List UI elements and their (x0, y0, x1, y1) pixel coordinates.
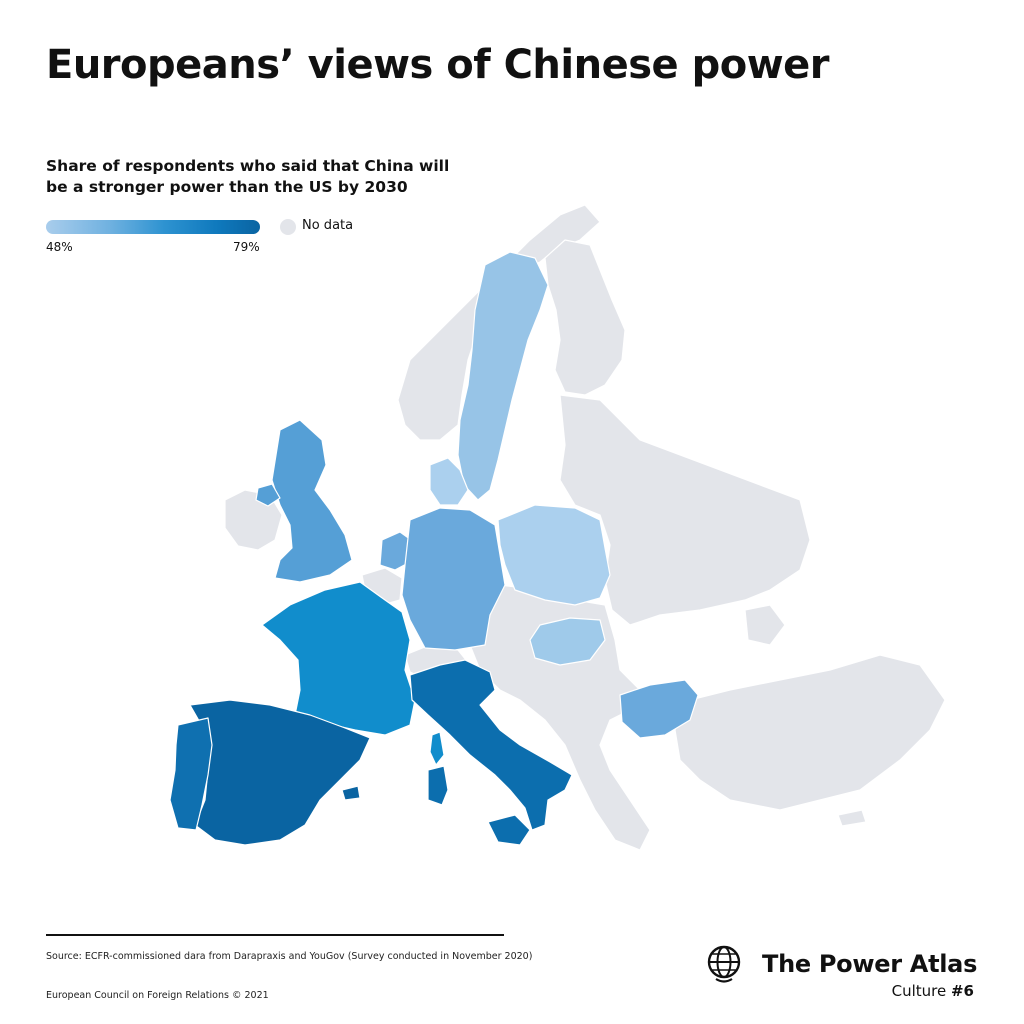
brand-block: The Power Atlas Culture #6 (704, 944, 994, 1004)
map-subtitle: Share of respondents who said that China… (46, 157, 450, 196)
country-france (261, 581, 416, 736)
country-crimea (744, 604, 786, 646)
legend-min-label: 48% (46, 240, 73, 254)
country-hungary (529, 617, 606, 666)
page-title: Europeans’ views of Chinese power (46, 42, 830, 88)
country-central-balkans (461, 584, 651, 851)
country-turkey (674, 654, 946, 811)
country-balearic-islands (341, 785, 361, 801)
series-tag: Culture #6 (892, 982, 974, 1000)
source-note: Source: ECFR-commissioned dara from Dara… (46, 951, 533, 962)
country-corsica (429, 731, 445, 766)
country-spain (189, 699, 371, 846)
no-data-countries (224, 204, 946, 851)
country-italy (409, 659, 573, 831)
brand-name: The Power Atlas (762, 950, 978, 978)
series-number: #6 (950, 982, 974, 1000)
legend-no-data-swatch (280, 219, 296, 235)
color-legend: 48% 79% No data (46, 218, 376, 258)
series-label: Culture (891, 982, 951, 1000)
country-northern-ireland (255, 483, 281, 507)
country-united-kingdom (271, 419, 353, 583)
country-portugal (169, 717, 213, 831)
country-sicily (487, 814, 531, 846)
country-sweden (457, 251, 549, 501)
country-bulgaria (619, 679, 699, 739)
legend-no-data-label: No data (302, 218, 354, 233)
country-germany (401, 507, 506, 651)
country-denmark (429, 457, 469, 506)
legend-gradient-bar (46, 220, 260, 234)
country-sardinia (427, 765, 449, 806)
legend-max-label: 79% (233, 240, 260, 254)
country-finland (544, 239, 626, 396)
globe-icon (707, 945, 741, 983)
footer-divider (46, 934, 504, 936)
copyright-note: European Council on Foreign Relations © … (46, 990, 269, 1001)
country-eastern-europe (559, 394, 811, 626)
country-poland (497, 504, 611, 606)
country-cyprus (837, 809, 867, 827)
